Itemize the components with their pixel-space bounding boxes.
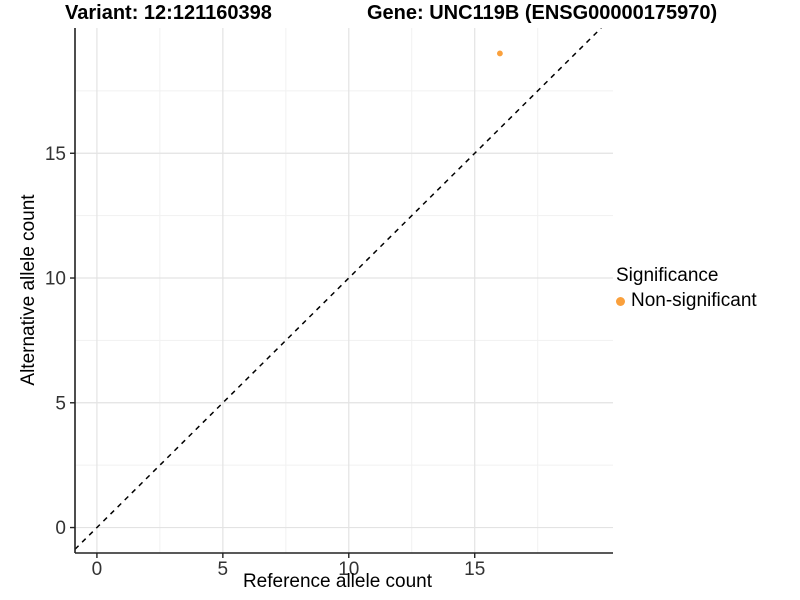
x-tick-label: 5 <box>218 559 229 580</box>
gene-title: Gene: UNC119B (ENSG00000175970) <box>367 2 718 24</box>
y-axis-label: Alternative allele count <box>18 194 39 386</box>
x-tick-label: 10 <box>338 559 359 580</box>
y-tick-label: 0 <box>55 518 66 539</box>
variant-title: Variant: 12:121160398 <box>65 2 272 24</box>
data-point[interactable] <box>497 50 503 57</box>
legend-item-non-significant: Non-significant <box>616 290 757 312</box>
legend: Significance Non-significant <box>616 265 757 312</box>
y-tick-label: 15 <box>45 144 66 165</box>
y-tick-label: 5 <box>55 393 66 414</box>
identity-reference-line <box>75 28 602 550</box>
x-tick-label: 15 <box>464 559 485 580</box>
legend-item-label: Non-significant <box>631 290 757 311</box>
x-axis-label: Reference allele count <box>242 571 433 592</box>
y-tick-label: 10 <box>45 269 66 290</box>
legend-point-icon <box>616 296 625 306</box>
legend-title: Significance <box>616 265 719 286</box>
x-tick-label: 0 <box>92 559 103 580</box>
